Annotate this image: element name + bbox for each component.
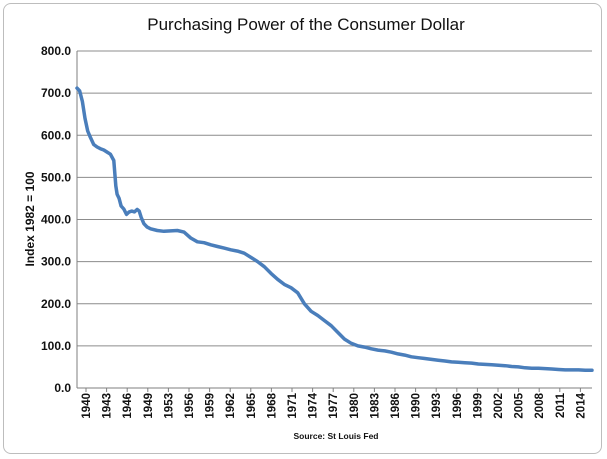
y-tick-label: 100.0: [41, 339, 71, 353]
y-tick-label: 200.0: [41, 297, 71, 311]
y-tick-label: 800.0: [41, 44, 71, 58]
axes: [76, 51, 592, 392]
x-tick-label: 1962: [225, 393, 237, 419]
source-label: Source: St Louis Fed: [293, 431, 378, 441]
series-line: [75, 86, 594, 373]
x-tick-label: 1983: [369, 393, 381, 419]
x-tick-labels: 1940 1943 1946 1949 1953 1956 1959 1962 1965 1968…: [81, 392, 587, 418]
x-tick-label: 1965: [246, 392, 258, 418]
x-tick-label: 1953: [163, 393, 175, 419]
x-tick-label: 1974: [308, 392, 320, 418]
y-tick-label: 600.0: [41, 128, 71, 142]
y-tick-label: 400.0: [41, 213, 71, 227]
x-tick-label: 1949: [143, 393, 155, 419]
x-tick-label: 1971: [287, 392, 299, 418]
chart-title: Purchasing Power of the Consumer Dollar: [147, 15, 465, 34]
x-tick-label: 2011: [555, 392, 567, 418]
y-axis-label: Index 1982 = 100: [23, 171, 37, 266]
x-tick-label: 2008: [534, 392, 546, 418]
x-tick-label: 2014: [575, 392, 587, 418]
x-tick-label: 1956: [184, 393, 196, 419]
x-tick-label: 1996: [452, 393, 464, 419]
y-tick-label: 500.0: [41, 170, 71, 184]
x-tick-label: 1999: [472, 393, 484, 419]
x-tick-label: 1940: [81, 393, 93, 419]
x-tick-label: 2005: [514, 392, 526, 418]
grid-lines: [77, 50, 592, 347]
x-tick-label: 1959: [205, 393, 217, 419]
y-tick-label: 300.0: [41, 255, 71, 269]
y-tick-label: 0.0: [54, 381, 71, 395]
data-series: [75, 86, 594, 373]
x-tick-label: 1990: [411, 393, 423, 419]
x-tick-label: 1986: [390, 393, 402, 419]
x-tick-label: 1993: [431, 393, 443, 419]
x-tick-label: 1977: [328, 393, 340, 419]
x-tick-label: 1946: [122, 393, 134, 419]
x-tick-label: 2002: [493, 393, 505, 419]
x-tick-label: 1943: [102, 393, 114, 419]
x-tick-label: 1980: [349, 393, 361, 419]
y-tick-label: 700.0: [41, 86, 71, 100]
chart-frame: [3, 3, 602, 454]
y-tick-labels: 0.0 100.0 200.0 300.0 400.0 500.0 600.0 700.0 80…: [41, 44, 71, 395]
x-tick-label: 1968: [266, 392, 278, 418]
